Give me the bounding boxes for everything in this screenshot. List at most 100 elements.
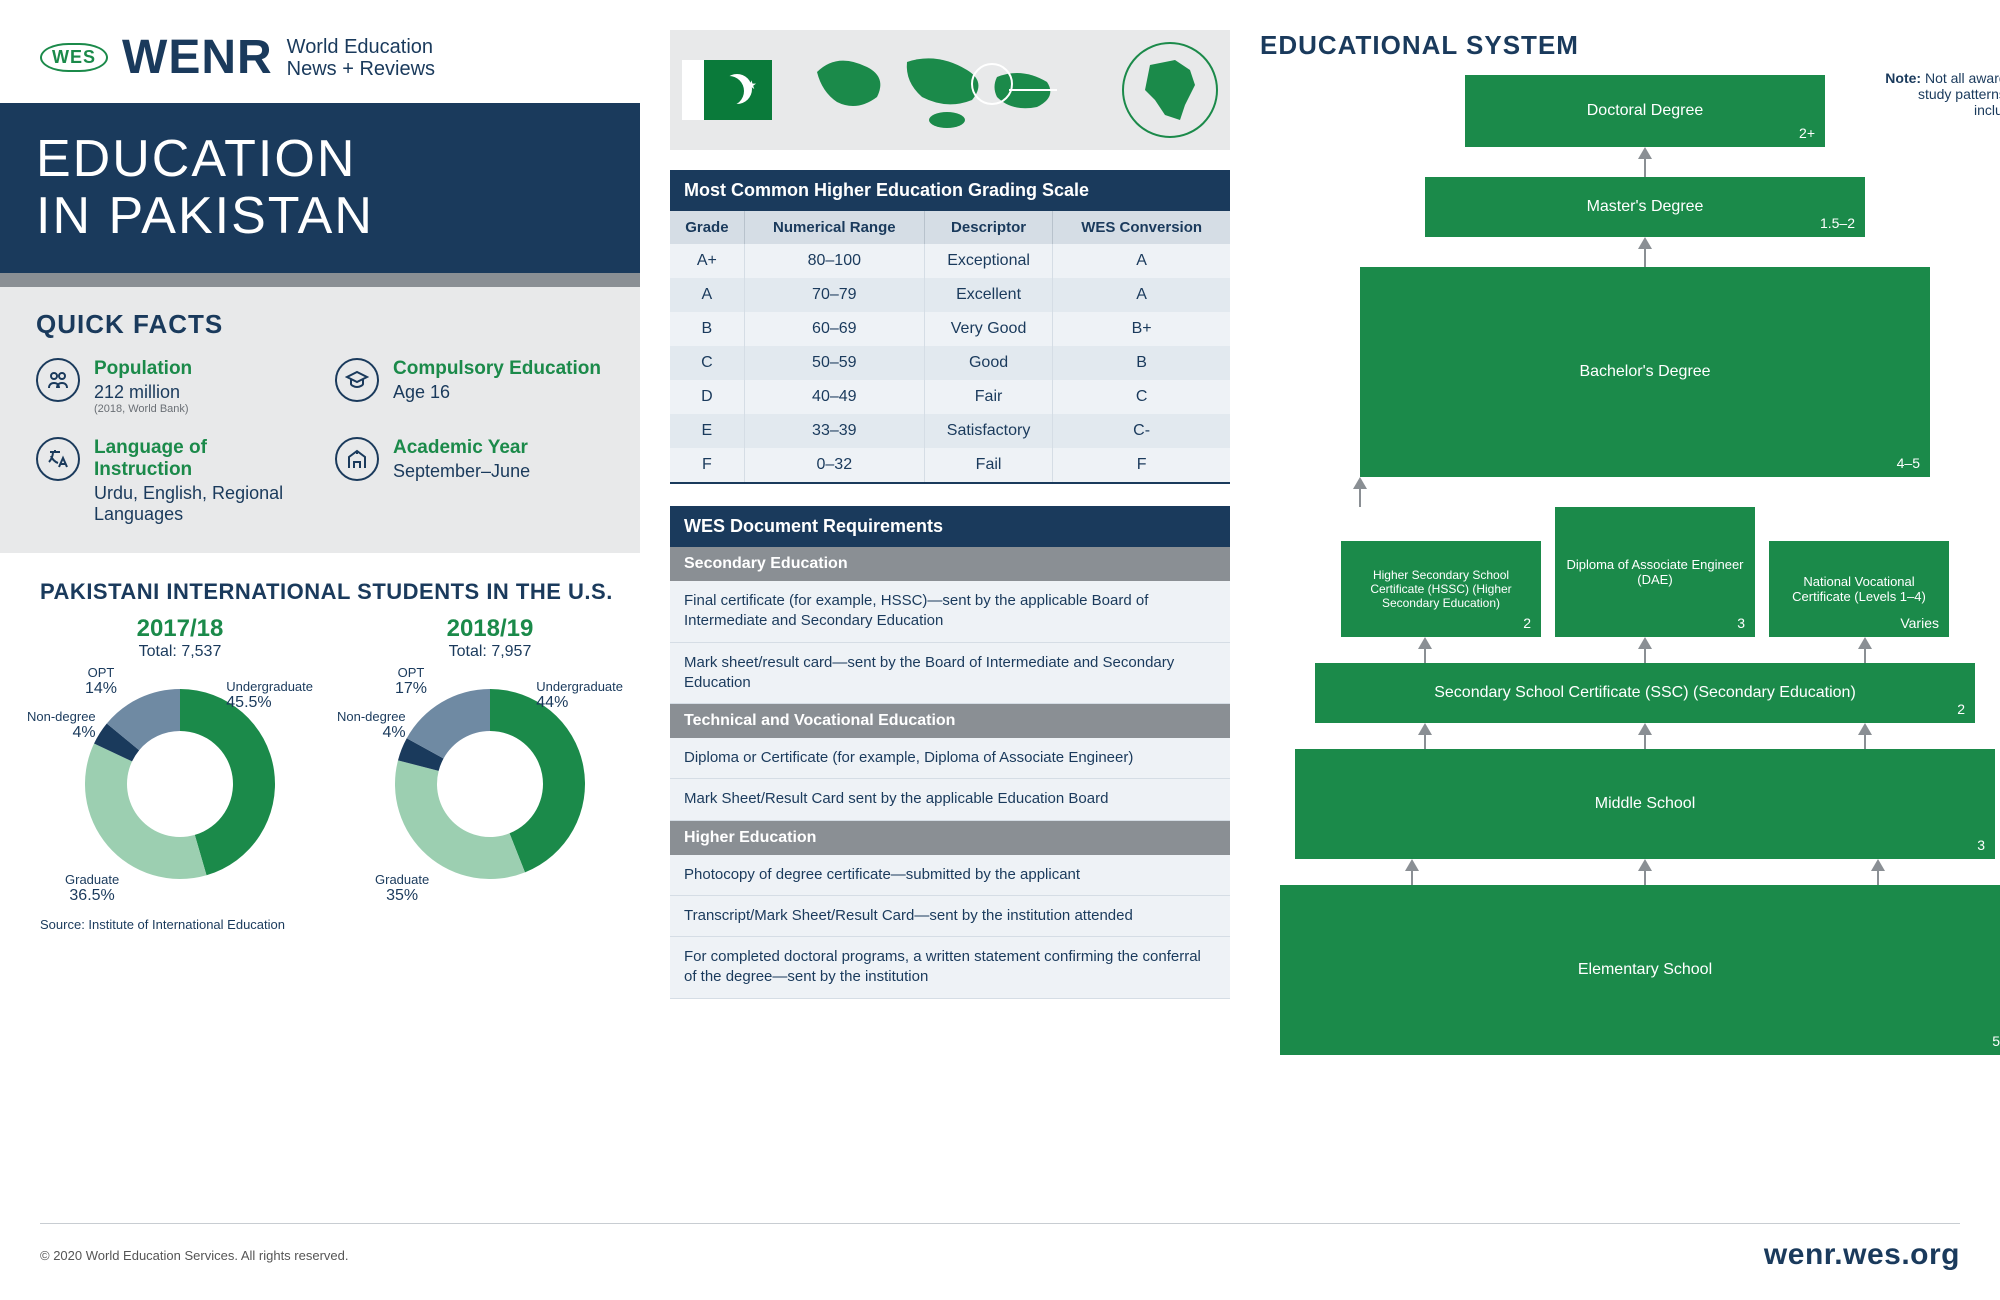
quick-fact-value: Urdu, English, Regional Languages [94, 483, 305, 525]
edu-level-duration: 5 [1992, 1033, 2000, 1049]
edu-level-box: National Vocational Certificate (Levels … [1769, 541, 1949, 637]
table-cell: Excellent [924, 278, 1052, 312]
edu-level-label: Secondary School Certificate (SSC) (Seco… [1434, 684, 1856, 702]
edu-level-box: Higher Secondary School Certificate (HSS… [1341, 541, 1541, 637]
table-cell: Good [924, 346, 1052, 380]
edu-level-box: Bachelor's Degree 4–5 [1360, 267, 1930, 477]
doc-req-item: For completed doctoral programs, a writt… [670, 937, 1230, 999]
language-icon [36, 437, 80, 481]
arrow-up-icon [1638, 859, 1652, 885]
table-cell: C [1053, 380, 1230, 414]
quick-fact-value: September–June [393, 461, 530, 482]
quick-fact-item: Language of Instruction Urdu, English, R… [36, 437, 305, 525]
quick-fact-label: Compulsory Education [393, 358, 601, 380]
arrow-up-icon [1418, 723, 1432, 749]
map-strip: ★ [670, 30, 1230, 150]
donut-chart-block: 2017/18 Total: 7,537 Undergraduate45.5% … [40, 615, 320, 899]
table-cell: B+ [1053, 312, 1230, 346]
table-cell: Very Good [924, 312, 1052, 346]
grad-cap-icon [335, 358, 379, 402]
quick-fact-note: (2018, World Bank) [94, 403, 192, 415]
edu-level-label: Diploma of Associate Engineer (DAE) [1565, 557, 1745, 587]
arrow-row [1315, 723, 1975, 749]
quick-fact-label: Population [94, 358, 192, 380]
quick-fact-item: Population 212 million (2018, World Bank… [36, 358, 305, 415]
edu-level-label: Bachelor's Degree [1579, 363, 1710, 381]
edu-system-note: Note: Not all awards or study patterns a… [1880, 70, 2000, 118]
donut-segment-label: Non-degree4% [27, 709, 96, 742]
edu-level-label: Doctoral Degree [1587, 102, 1704, 120]
arrow-up-icon [1418, 637, 1432, 663]
doc-req-item: Final certificate (for example, HSSC)—se… [670, 581, 1230, 643]
edu-level-box: Doctoral Degree 2+ [1465, 75, 1825, 147]
edu-level-label: Middle School [1595, 795, 1696, 813]
wenr-logo-text: WENR [122, 30, 273, 85]
table-row: A+80–100ExceptionalA [670, 244, 1230, 278]
brand-header: WES WENR World Education News + Reviews [40, 30, 640, 85]
donut-total: Total: 7,957 [350, 643, 630, 661]
table-cell: Fair [924, 380, 1052, 414]
pakistan-flag-icon: ★ [682, 60, 772, 120]
edu-level-duration: 3 [1737, 615, 1745, 631]
wenr-subtitle: World Education News + Reviews [287, 36, 435, 80]
country-outline-icon [1122, 42, 1218, 138]
students-source: Source: Institute of International Educa… [40, 917, 640, 932]
quick-fact-value: 212 million [94, 382, 192, 403]
table-cell: 80–100 [744, 244, 924, 278]
table-cell: E [670, 414, 744, 448]
arrow-up-icon [1638, 637, 1652, 663]
edu-tier-row: Higher Secondary School Certificate (HSS… [1285, 507, 2000, 637]
table-cell: B [1053, 346, 1230, 380]
doc-req-item: Diploma or Certificate (for example, Dip… [670, 738, 1230, 779]
wes-badge: WES [40, 43, 108, 72]
donut-chart: Undergraduate45.5% Graduate36.5% Non-deg… [65, 669, 295, 899]
arrow-up-icon [1858, 637, 1872, 663]
table-row: B60–69Very GoodB+ [670, 312, 1230, 346]
quick-fact-item: Academic Year September–June [335, 437, 604, 525]
doc-req-section-heading: Higher Education [670, 821, 1230, 855]
footer-url: wenr.wes.org [1764, 1238, 1960, 1272]
arrow-up-icon [1638, 723, 1652, 749]
edu-level-box: Secondary School Certificate (SSC) (Seco… [1315, 663, 1975, 723]
edu-level-duration: 2 [1957, 701, 1965, 717]
table-column-header: Numerical Range [744, 211, 924, 244]
edu-level-label: Master's Degree [1587, 198, 1704, 216]
main-title-line2: IN PAKISTAN [36, 188, 604, 245]
donut-segment-label: Graduate36.5% [65, 872, 119, 905]
table-column-header: WES Conversion [1053, 211, 1230, 244]
donut-segment-label: Non-degree4% [337, 709, 406, 742]
quick-facts-heading: QUICK FACTS [36, 309, 604, 340]
people-icon [36, 358, 80, 402]
edu-level-box: Diploma of Associate Engineer (DAE) 3 [1555, 507, 1755, 637]
edu-system-heading: EDUCATIONAL SYSTEM [1260, 30, 2000, 61]
table-cell: A [1053, 244, 1230, 278]
arrow-up-icon [1871, 859, 1885, 885]
arrow-row [1315, 637, 1975, 663]
main-title-line1: EDUCATION [36, 131, 604, 188]
grading-table: Most Common Higher Education Grading Sca… [670, 170, 1230, 484]
doc-req-item: Transcript/Mark Sheet/Result Card—sent b… [670, 896, 1230, 937]
edu-level-label: Higher Secondary School Certificate (HSS… [1351, 568, 1531, 610]
table-cell: 33–39 [744, 414, 924, 448]
table-row: A70–79ExcellentA [670, 278, 1230, 312]
donut-year: 2018/19 [350, 615, 630, 643]
table-cell: 0–32 [744, 448, 924, 483]
grading-table-title: Most Common Higher Education Grading Sca… [670, 170, 1230, 211]
quick-fact-label: Language of Instruction [94, 437, 305, 481]
donut-chart: Undergraduate44% Graduate35% Non-degree4… [375, 669, 605, 899]
table-cell: Exceptional [924, 244, 1052, 278]
table-cell: A+ [670, 244, 744, 278]
table-row: D40–49FairC [670, 380, 1230, 414]
quick-fact-label: Academic Year [393, 437, 530, 459]
table-cell: F [670, 448, 744, 483]
table-cell: 50–59 [744, 346, 924, 380]
doc-req-item: Mark Sheet/Result Card sent by the appli… [670, 779, 1230, 820]
doc-requirements-title: WES Document Requirements [670, 506, 1230, 547]
arrow-up-icon [1353, 477, 1367, 507]
edu-level-box: Master's Degree 1.5–2 [1425, 177, 1865, 237]
edu-level-duration: 3 [1977, 837, 1985, 853]
edu-level-duration: 4–5 [1897, 455, 1920, 471]
edu-level-box: Elementary School 5 [1280, 885, 2000, 1055]
donut-segment-label: OPT17% [395, 665, 427, 698]
footer: © 2020 World Education Services. All rig… [40, 1223, 1960, 1272]
